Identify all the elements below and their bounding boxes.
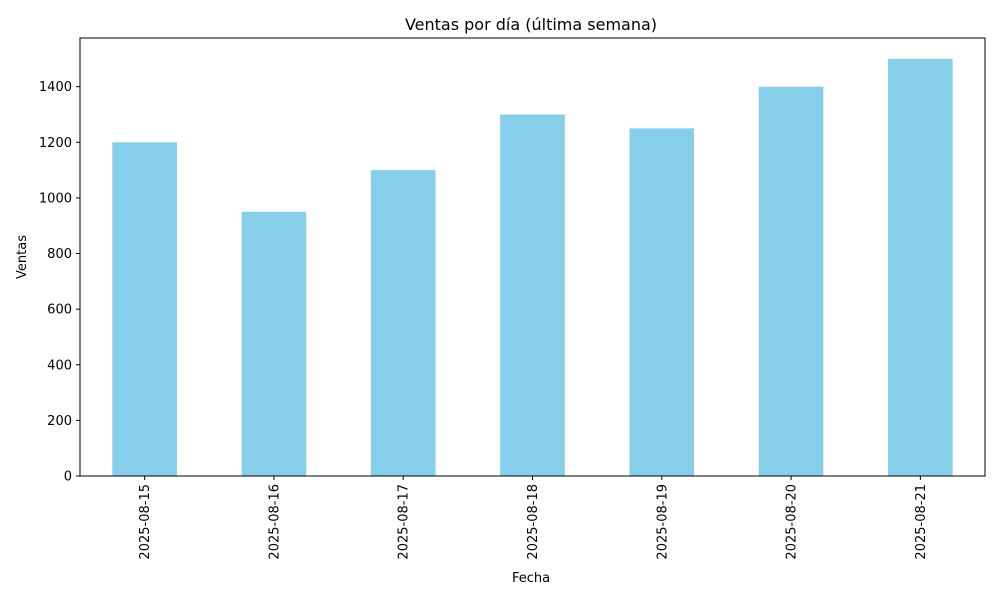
x-tick-label: 2025-08-21 [914, 484, 929, 560]
bars-group [112, 58, 953, 477]
y-axis-label: Ventas [15, 235, 30, 279]
bar-2025-08-21 [888, 58, 953, 476]
y-tick-label: 1200 [39, 136, 72, 151]
x-tick-label: 2025-08-18 [526, 484, 541, 560]
y-tick-label: 600 [47, 303, 72, 318]
bar-2025-08-18 [500, 114, 565, 476]
y-axis-ticks: 0 200 400 600 800 1000 1200 1400 [39, 80, 80, 485]
chart-title: Ventas por día (última semana) [405, 15, 657, 34]
y-tick-label: 800 [47, 247, 72, 262]
plot-area-frame [79, 37, 986, 477]
bar-2025-08-15 [112, 142, 177, 477]
x-tick-label: 2025-08-17 [397, 484, 412, 560]
bar-2025-08-20 [758, 86, 824, 477]
x-tick-label: 2025-08-20 [785, 484, 800, 560]
x-tick-label: 2025-08-19 [655, 484, 670, 560]
x-tick-label: 2025-08-15 [138, 484, 153, 560]
y-tick-label: 1000 [39, 191, 72, 206]
y-tick-label: 200 [47, 414, 72, 429]
bar-2025-08-19 [629, 128, 695, 476]
bar-2025-08-16 [241, 211, 307, 477]
y-tick-label: 400 [47, 358, 72, 373]
y-tick-label: 1400 [39, 80, 72, 95]
bar-2025-08-17 [370, 170, 436, 476]
x-tick-label: 2025-08-16 [267, 484, 282, 560]
x-axis-ticks: 2025-08-15 2025-08-16 2025-08-17 2025-08-18… [138, 476, 929, 560]
y-tick-label: 0 [64, 470, 72, 485]
x-axis-label: Fecha [512, 571, 550, 586]
